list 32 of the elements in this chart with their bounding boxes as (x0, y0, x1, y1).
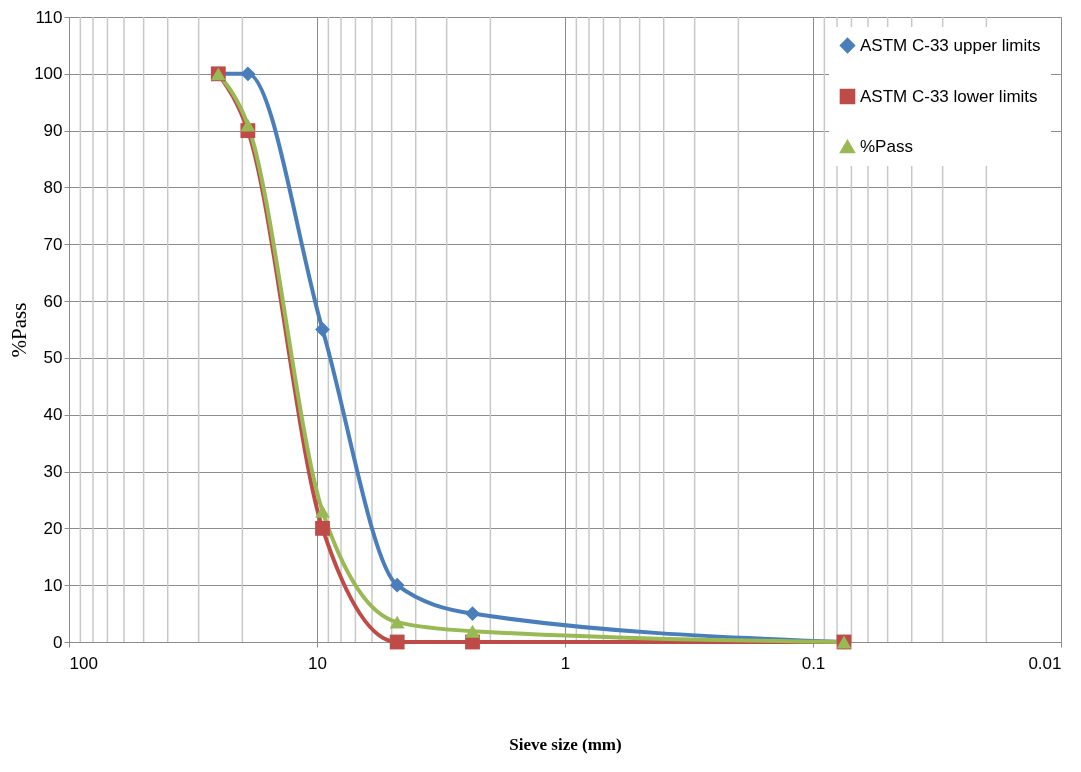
point (315, 520, 330, 536)
legend-label: ASTM C-33 lower limits (860, 86, 1038, 106)
point (465, 624, 480, 638)
point (389, 577, 405, 593)
y-tick-label: 60 (43, 291, 63, 311)
point (240, 66, 256, 82)
y-tick-label: 30 (43, 462, 63, 482)
x-tick-label: 1 (560, 653, 571, 673)
point (315, 322, 330, 337)
legend-label: ASTM C-33 upper limits (860, 35, 1041, 55)
y-tick-label: 100 (34, 64, 63, 84)
y-tick-label: 80 (43, 177, 63, 197)
point (315, 504, 330, 518)
point (240, 118, 256, 132)
point (389, 634, 405, 650)
point (389, 615, 405, 629)
y-tick-label: 0 (53, 632, 63, 652)
y-tick-label: 50 (43, 348, 63, 368)
y-tick-label: 90 (43, 121, 63, 141)
y-tick-label: 110 (35, 7, 63, 27)
y-tick-label: 70 (43, 234, 63, 254)
point (465, 606, 480, 622)
y-tick-label: 40 (43, 405, 63, 425)
y-axis-title: %Pass (7, 302, 32, 358)
y-tick-label: 10 (43, 575, 63, 595)
x-tick-label: 0.1 (801, 653, 826, 673)
legend-label: %Pass (860, 136, 913, 156)
x-tick-label: 100 (69, 653, 98, 673)
x-tick-label: 0.01 (1028, 653, 1062, 673)
x-axis-title: Sieve size (mm) (509, 734, 622, 754)
y-tick-label: 20 (43, 518, 63, 538)
x-tick-label: 10 (308, 653, 327, 673)
